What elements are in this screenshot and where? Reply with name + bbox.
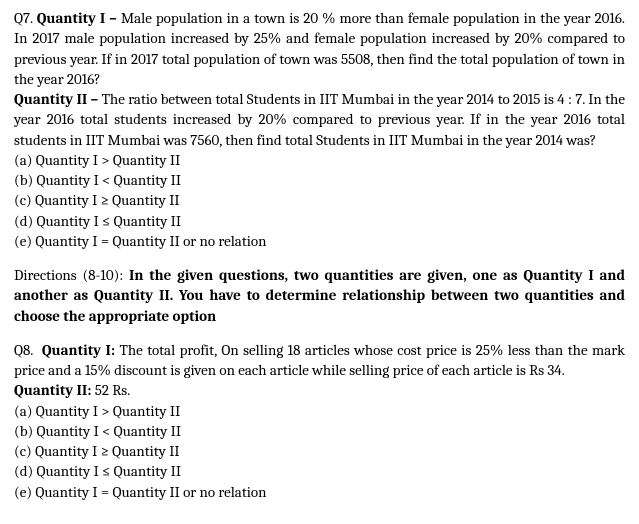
directions-8-10: Directions (8-10): In the given question…	[14, 265, 625, 326]
q7-quantity2-body: Quantity II – The ratio between total St…	[14, 89, 625, 150]
q7-text-body: Q7. Quantity I – Male population in a to…	[14, 8, 625, 89]
q7-option-e: (e) Quantity I = Quantity II or no relat…	[14, 231, 625, 251]
q7-options: (a) Quantity I > Quantity II (b) Quantit…	[14, 150, 625, 251]
directions-prefix: Directions (8-10):	[14, 266, 129, 284]
q8-label: Q8.	[14, 341, 33, 359]
q7-quantity2-text: The ratio between total Students in IIT …	[14, 90, 625, 149]
q7-option-d: (d) Quantity I ≤ Quantity II	[14, 211, 625, 231]
q8-options: (a) Quantity I > Quantity II (b) Quantit…	[14, 401, 625, 502]
q8-quantity2-label: Quantity II:	[14, 381, 91, 399]
question-7: Q7. Quantity I – Male population in a to…	[14, 8, 625, 251]
question-8: Q8. Quantity I: The total profit, On sel…	[14, 340, 625, 502]
q8-quantity2-body: Quantity II: 52 Rs.	[14, 380, 625, 400]
q7-quantity2-label: Quantity II –	[14, 90, 98, 108]
q8-option-c: (c) Quantity I ≥ Quantity II	[14, 441, 625, 461]
q7-option-c: (c) Quantity I ≥ Quantity II	[14, 190, 625, 210]
q7-option-a: (a) Quantity I > Quantity II	[14, 150, 625, 170]
q8-text-body: Q8. Quantity I: The total profit, On sel…	[14, 340, 625, 381]
q8-option-b: (b) Quantity I < Quantity II	[14, 421, 625, 441]
q8-option-e: (e) Quantity I = Quantity II or no relat…	[14, 482, 625, 502]
q7-label: Q7.	[14, 9, 33, 27]
q7-quantity1-label: Quantity I –	[37, 9, 117, 27]
q8-quantity2-text: 52 Rs.	[91, 381, 130, 399]
q8-quantity1-label-text: Quantity I:	[42, 341, 115, 359]
q8-option-a: (a) Quantity I > Quantity II	[14, 401, 625, 421]
q7-option-b: (b) Quantity I < Quantity II	[14, 170, 625, 190]
q8-option-d: (d) Quantity I ≤ Quantity II	[14, 461, 625, 481]
